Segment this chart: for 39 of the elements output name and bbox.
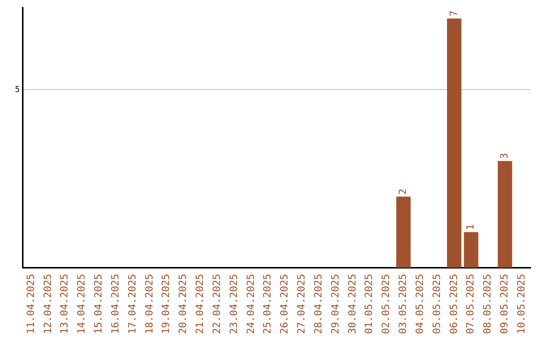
x-tick-label: 07.05.2025: [466, 274, 477, 334]
x-tick-label: 13.04.2025: [60, 274, 71, 334]
bar: [396, 196, 411, 268]
x-tick-label: 23.04.2025: [228, 274, 240, 334]
x-tick-label: 27.04.2025: [296, 274, 308, 334]
x-tick-label: 04.05.2025: [414, 274, 426, 334]
x-tick-label: 16.04.2025: [110, 274, 122, 334]
x-tick-label: 24.04.2025: [246, 274, 257, 334]
x-tick-label: 15.04.2025: [94, 274, 105, 334]
x-tick-label: 17.04.2025: [127, 274, 138, 334]
x-tick-label: 25.04.2025: [262, 274, 274, 334]
bar: [464, 232, 478, 268]
x-tick-label: 05.05.2025: [432, 274, 443, 334]
bar: [447, 18, 462, 268]
x-tick-label: 02.05.2025: [381, 274, 392, 334]
x-tick-label: 26.04.2025: [280, 274, 291, 334]
x-tick-label: 03.05.2025: [398, 274, 410, 334]
x-tick-label: 28.04.2025: [313, 274, 324, 334]
y-tick-label: 5: [14, 84, 20, 94]
x-tick-label: 01.05.2025: [364, 274, 376, 334]
bar: [498, 160, 512, 268]
x-tick-label: 18.04.2025: [144, 274, 156, 334]
x-tick-label: 06.05.2025: [448, 274, 460, 334]
x-tick-label: 11.04.2025: [26, 274, 37, 334]
x-tick-label: 21.04.2025: [195, 274, 206, 334]
x-tick-label: 14.04.2025: [76, 274, 88, 334]
x-tick-label: 08.05.2025: [482, 274, 494, 334]
data-label: 7: [448, 10, 460, 16]
x-tick-label: 12.04.2025: [42, 274, 54, 334]
x-tick-label: 19.04.2025: [161, 274, 172, 334]
data-label: 1: [466, 224, 477, 230]
x-tick-label: 09.05.2025: [500, 274, 511, 334]
x-tick-label: 22.04.2025: [212, 274, 223, 334]
data-label: 3: [500, 152, 511, 159]
x-tick-label: 20.04.2025: [178, 274, 190, 334]
x-tick-label: 10.05.2025: [516, 274, 528, 334]
x-tick-label: 30.04.2025: [347, 274, 358, 334]
x-tick-label: 29.04.2025: [330, 274, 342, 334]
data-label: 2: [398, 188, 410, 195]
